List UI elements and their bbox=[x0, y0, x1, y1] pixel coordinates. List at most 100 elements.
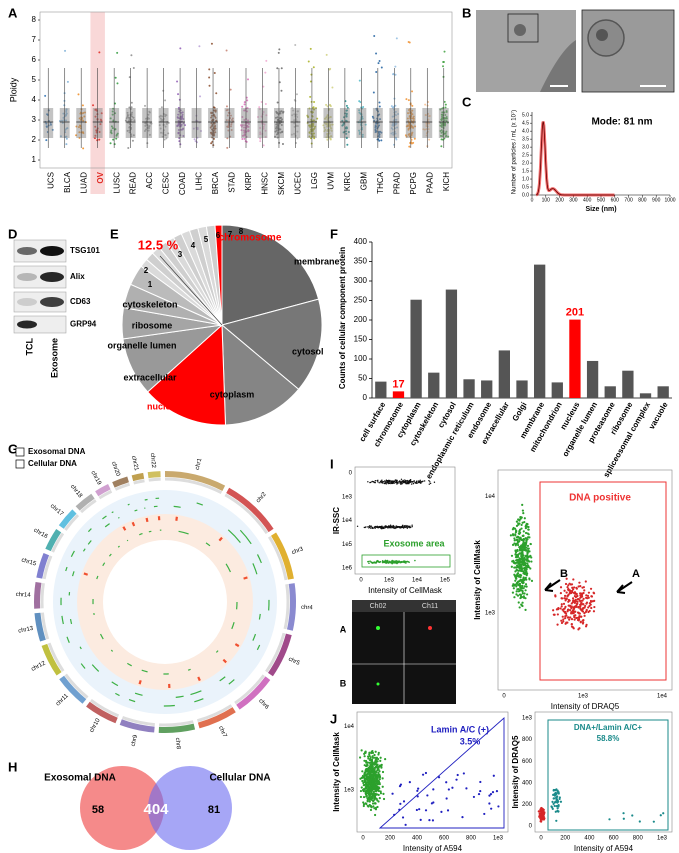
event bbox=[515, 593, 518, 596]
event bbox=[394, 527, 396, 530]
x-tick-label: 100 bbox=[542, 197, 551, 203]
event bbox=[513, 539, 516, 542]
event bbox=[520, 527, 523, 530]
event bbox=[415, 482, 417, 484]
exosomal-track bbox=[69, 618, 73, 625]
event bbox=[366, 797, 369, 800]
event bbox=[488, 794, 491, 797]
event bbox=[372, 793, 376, 797]
dot bbox=[427, 100, 430, 103]
event bbox=[364, 791, 367, 795]
event bbox=[363, 526, 366, 529]
event bbox=[573, 595, 577, 598]
event bbox=[519, 595, 523, 598]
y-tick-label: 3.0 bbox=[522, 144, 529, 150]
chromosome-label: chr6 bbox=[257, 698, 270, 711]
event bbox=[440, 810, 443, 813]
event bbox=[382, 797, 386, 801]
exosomal-track bbox=[134, 509, 138, 512]
ideogram bbox=[267, 633, 292, 677]
event bbox=[567, 593, 570, 597]
y-tick-label: 6 bbox=[32, 55, 37, 64]
row-label: A bbox=[340, 624, 347, 634]
chromosome-label: chr21 bbox=[130, 455, 139, 472]
dot bbox=[179, 47, 182, 50]
exosomal-track bbox=[215, 650, 219, 653]
event bbox=[374, 793, 377, 797]
ideogram bbox=[95, 484, 111, 497]
exosomal-track bbox=[117, 545, 120, 548]
y-tick-label: 2.0 bbox=[522, 160, 529, 166]
event bbox=[378, 482, 380, 484]
ideogram-band bbox=[90, 698, 120, 718]
ideogram-band bbox=[51, 532, 65, 553]
event bbox=[364, 782, 368, 785]
dot bbox=[131, 139, 134, 142]
event bbox=[578, 581, 581, 584]
slice-number: 8 bbox=[239, 227, 244, 236]
exosomal-track bbox=[110, 649, 114, 652]
event bbox=[525, 593, 529, 596]
ideogram-band bbox=[40, 582, 45, 609]
event bbox=[412, 482, 415, 485]
pie-slice bbox=[221, 224, 320, 326]
event bbox=[407, 526, 409, 528]
event bbox=[526, 562, 529, 565]
slice-number: 2 bbox=[144, 266, 149, 275]
plot-frame bbox=[39, 11, 453, 169]
header-bar bbox=[352, 600, 456, 612]
count: 58 bbox=[92, 804, 104, 816]
event bbox=[409, 526, 411, 529]
event bbox=[554, 791, 557, 795]
x-tick-label: 700 bbox=[624, 197, 633, 203]
exosomal-track bbox=[96, 575, 99, 580]
event bbox=[490, 807, 493, 810]
event bbox=[555, 798, 558, 801]
event bbox=[519, 538, 522, 541]
dot bbox=[262, 85, 265, 88]
slice-label: chromosome bbox=[219, 233, 282, 244]
y-tick-label: 1e3 bbox=[485, 611, 496, 617]
event bbox=[515, 536, 518, 539]
exosomal-track bbox=[126, 539, 129, 542]
x-tick-label: LUAD bbox=[79, 172, 88, 194]
event bbox=[523, 548, 526, 551]
event bbox=[592, 610, 596, 613]
y-tick-label: 2.5 bbox=[522, 152, 529, 158]
exosomal-track bbox=[108, 553, 112, 557]
event bbox=[567, 600, 570, 603]
event bbox=[529, 554, 532, 557]
data-label: 201 bbox=[566, 307, 584, 319]
dot bbox=[440, 145, 443, 148]
event bbox=[554, 594, 557, 597]
event bbox=[368, 525, 370, 528]
exosomal-track bbox=[79, 646, 82, 650]
dot bbox=[243, 103, 246, 106]
event bbox=[539, 808, 542, 811]
dot bbox=[66, 80, 69, 83]
event bbox=[516, 583, 520, 586]
dot bbox=[378, 101, 381, 104]
set-label: Cellular DNA bbox=[209, 773, 270, 784]
event bbox=[525, 549, 528, 552]
event bbox=[433, 481, 436, 483]
event bbox=[364, 787, 367, 790]
event bbox=[366, 785, 369, 788]
axis-label: Intensity of DRAQ5 bbox=[511, 735, 520, 808]
event bbox=[384, 758, 387, 761]
bar bbox=[410, 299, 422, 398]
event bbox=[380, 526, 383, 529]
event bbox=[365, 761, 368, 764]
ideogram-band bbox=[148, 477, 161, 482]
event bbox=[572, 611, 575, 614]
event bbox=[567, 604, 570, 607]
event bbox=[523, 520, 526, 524]
event bbox=[371, 756, 375, 759]
legend-label: Cellular DNA bbox=[28, 459, 77, 468]
ideogram-band bbox=[121, 716, 155, 727]
cellular-track bbox=[131, 521, 136, 527]
blot-band bbox=[17, 273, 37, 281]
dot bbox=[114, 76, 117, 79]
event bbox=[560, 605, 563, 608]
event bbox=[428, 479, 430, 482]
